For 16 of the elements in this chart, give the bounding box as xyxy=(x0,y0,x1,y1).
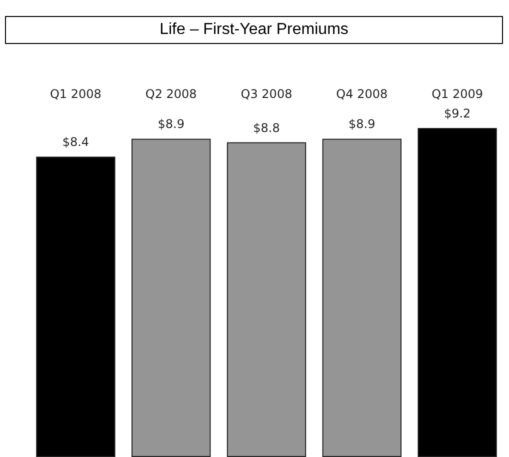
data-label: $8.9 xyxy=(158,117,184,132)
x-tick-label: Q1 2008 xyxy=(50,87,102,101)
data-label: $8.4 xyxy=(62,135,90,150)
x-tick-label: Q4 2008 xyxy=(336,87,388,101)
bar xyxy=(226,142,306,457)
bar xyxy=(322,138,402,457)
data-label: $9.2 xyxy=(444,106,471,120)
x-tick-label: Q2 2008 xyxy=(145,87,197,101)
x-tick-label: Q3 2008 xyxy=(240,87,292,101)
data-label: $8.8 xyxy=(253,120,280,135)
data-label: $8.9 xyxy=(348,117,376,132)
bar xyxy=(36,156,116,457)
bar xyxy=(132,138,211,457)
x-tick-label: Q1 2009 xyxy=(432,87,484,101)
chart-title: Life – First-Year Premiums xyxy=(5,16,503,44)
bar xyxy=(418,128,497,457)
